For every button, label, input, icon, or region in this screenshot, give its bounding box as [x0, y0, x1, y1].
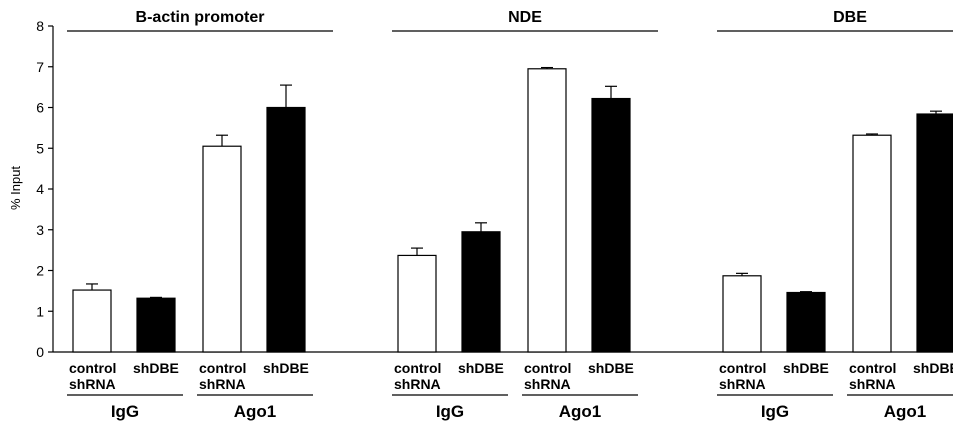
bar-control	[852, 134, 892, 353]
category-label: shDBE	[263, 360, 309, 376]
bar-shdbe	[916, 113, 953, 353]
category-label: shDBE	[913, 360, 953, 376]
category-label: shDBE	[783, 360, 829, 376]
category-label: control	[199, 360, 246, 376]
antibody-label: IgG	[111, 402, 139, 421]
y-tick-label: 5	[36, 140, 44, 156]
category-label: shDBE	[458, 360, 504, 376]
group-title: B-actin promoter	[136, 9, 265, 26]
group-title: DBE	[833, 9, 867, 26]
antibody-label: Ago1	[559, 402, 602, 421]
category-label: control	[719, 360, 766, 376]
category-label: control	[394, 360, 441, 376]
y-tick-label: 2	[36, 263, 44, 279]
bar-control	[527, 68, 567, 353]
category-label: control	[849, 360, 896, 376]
category-label: shRNA	[394, 376, 441, 392]
y-tick-label: 4	[36, 181, 44, 197]
y-tick-label: 0	[36, 344, 44, 360]
bars-layer	[72, 66, 953, 353]
y-tick-label: 6	[36, 100, 44, 116]
y-tick-label: 7	[36, 59, 44, 75]
category-label: control	[69, 360, 116, 376]
category-label: shRNA	[69, 376, 116, 392]
antibody-label: IgG	[436, 402, 464, 421]
labels-layer: B-actin promotercontrolshRNAshDBEIgGcont…	[67, 9, 953, 421]
bar-shdbe	[591, 97, 631, 353]
bar-shdbe	[786, 291, 826, 353]
y-tick-label: 8	[36, 18, 44, 34]
bar-shdbe	[461, 231, 501, 353]
category-label: control	[524, 360, 571, 376]
bar-shdbe	[136, 297, 176, 353]
group-title: NDE	[508, 9, 542, 26]
bar-control	[397, 254, 437, 353]
antibody-label: Ago1	[884, 402, 927, 421]
bar-shdbe	[266, 106, 306, 353]
antibody-label: IgG	[761, 402, 789, 421]
category-label: shRNA	[849, 376, 896, 392]
y-tick-label: 1	[36, 303, 44, 319]
category-label: shDBE	[588, 360, 634, 376]
category-label: shDBE	[133, 360, 179, 376]
category-label: shRNA	[524, 376, 571, 392]
category-label: shRNA	[719, 376, 766, 392]
y-tick-label: 3	[36, 222, 44, 238]
bar-control	[722, 275, 762, 353]
category-label: shRNA	[199, 376, 246, 392]
bar-control	[72, 289, 112, 353]
antibody-label: Ago1	[234, 402, 277, 421]
bar-control	[202, 145, 242, 353]
y-axis-label: % Input	[8, 166, 23, 210]
